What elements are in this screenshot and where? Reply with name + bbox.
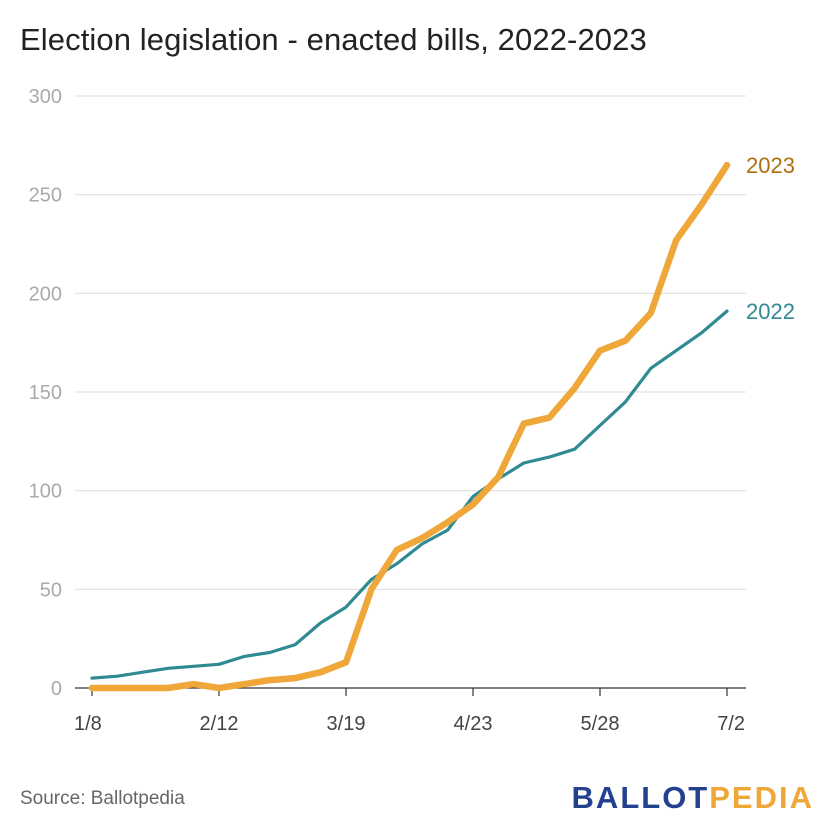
x-tick-label-2: 3/19 <box>327 713 366 735</box>
chart-title: Election legislation - enacted bills, 20… <box>20 22 647 57</box>
y-tick-label-50: 50 <box>40 579 62 601</box>
series-labels: 2023 2022 <box>746 153 795 324</box>
series-label-2022: 2022 <box>746 299 795 324</box>
y-tick-label-250: 250 <box>29 185 62 207</box>
y-tick-label-100: 100 <box>29 481 62 503</box>
y-tick-label-150: 150 <box>29 382 62 404</box>
y-axis: 0 50 100 150 200 250 300 <box>29 86 62 700</box>
y-tick-label-0: 0 <box>51 678 62 700</box>
series-line-2023 <box>88 161 731 692</box>
series-label-2023: 2023 <box>746 153 795 178</box>
ballotpedia-logo: BALLOTPEDIA <box>572 780 814 816</box>
x-tick-label-5: 7/2 <box>717 713 745 735</box>
x-tick-label-4: 5/28 <box>581 713 620 735</box>
series-lines <box>88 161 731 692</box>
logo-part-pedia: PEDIA <box>709 780 814 815</box>
series-line-2022 <box>90 309 729 680</box>
x-tick-label-1: 2/12 <box>200 713 239 735</box>
x-tick-label-0: 1/8 <box>74 713 102 735</box>
x-axis: 1/8 2/12 3/19 4/23 5/28 7/2 <box>74 687 746 735</box>
source-note: Source: Ballotpedia <box>20 788 185 809</box>
y-tick-label-200: 200 <box>29 283 62 305</box>
y-tick-label-300: 300 <box>29 86 62 108</box>
gridlines <box>75 95 746 590</box>
logo-part-ballot: BALLOT <box>571 780 710 815</box>
x-tick-label-3: 4/23 <box>454 713 493 735</box>
